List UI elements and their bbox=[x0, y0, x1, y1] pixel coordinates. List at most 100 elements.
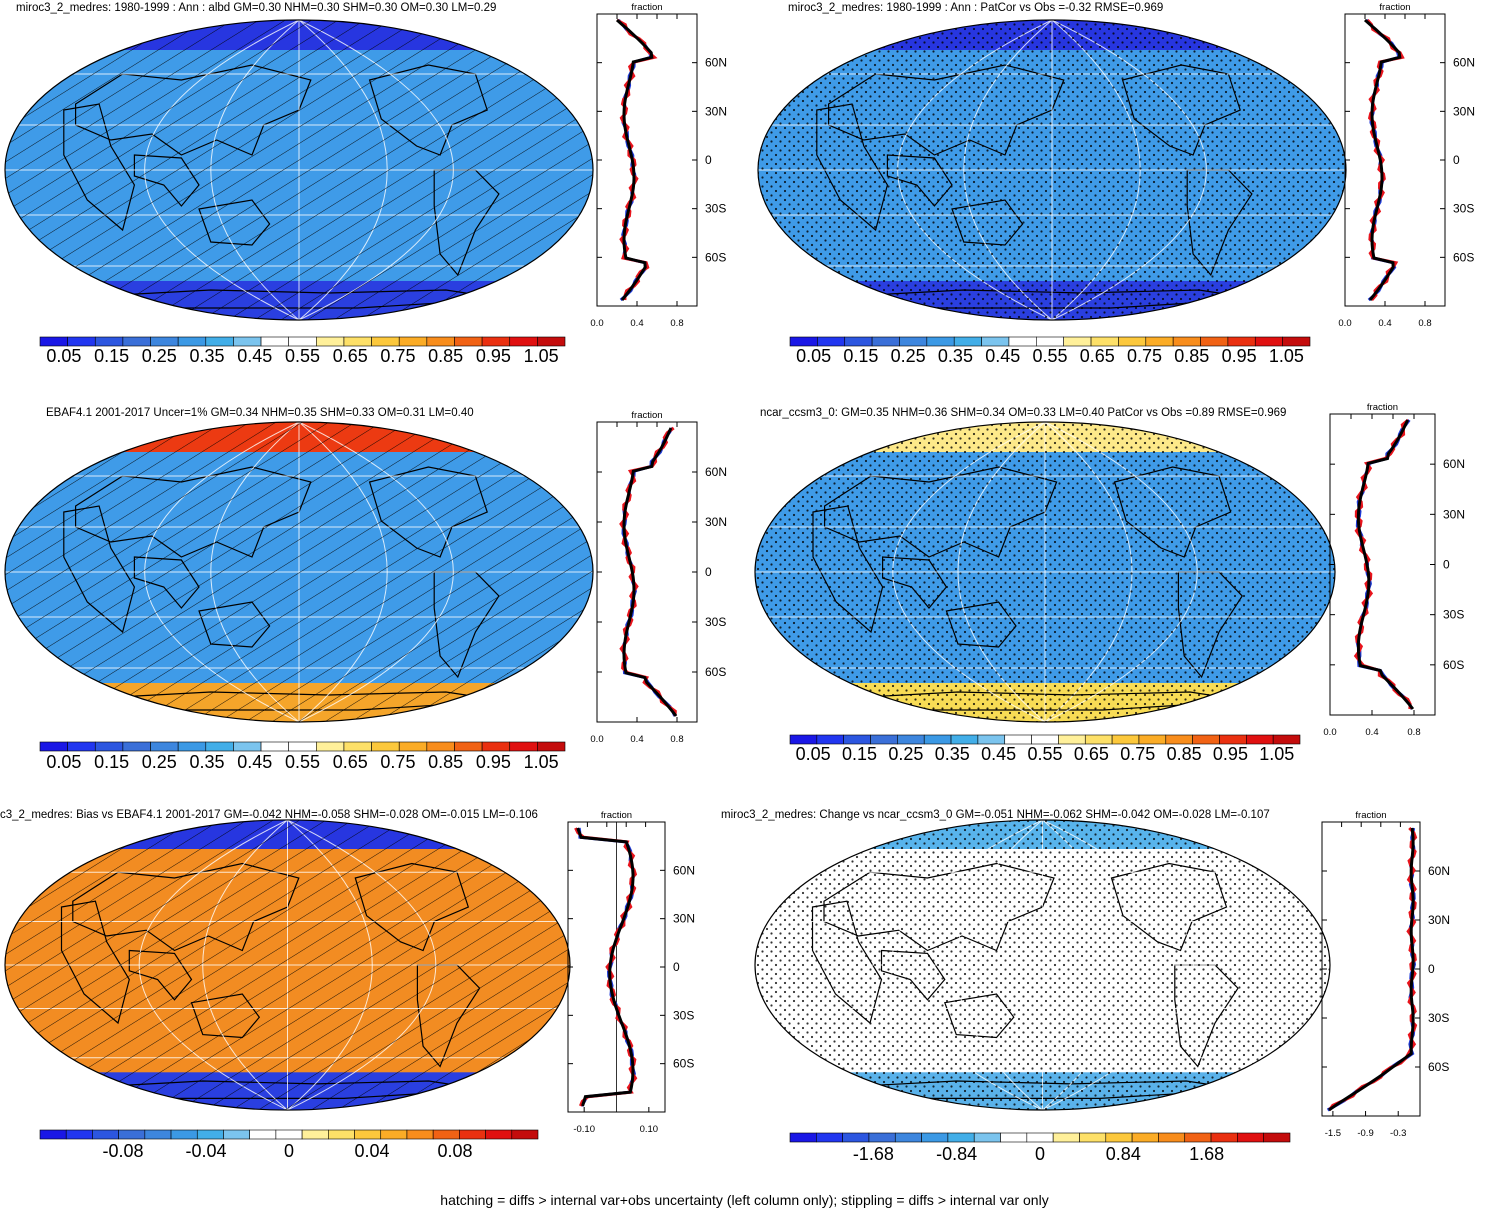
colorbar-box bbox=[118, 1129, 146, 1140]
colorbar-tick-label: 0 bbox=[1035, 1144, 1045, 1164]
colorbar-box bbox=[170, 1129, 198, 1140]
profile-x-label: 0.0 bbox=[1338, 318, 1351, 329]
colorbar-box bbox=[177, 741, 207, 752]
profile-y-label: 60N bbox=[1453, 56, 1475, 70]
profile-x-label: -1.5 bbox=[1325, 1128, 1341, 1139]
colorbar-tick-label: 1.05 bbox=[524, 346, 559, 366]
colorbar-box bbox=[426, 336, 455, 347]
colorbar-box bbox=[1079, 1132, 1107, 1143]
colorbar-box bbox=[371, 741, 400, 752]
profile-x-label: 0.8 bbox=[670, 318, 683, 329]
colorbar-box bbox=[921, 1132, 949, 1143]
colorbar-box bbox=[1131, 1132, 1159, 1143]
colorbar-tick-label: -1.68 bbox=[853, 1144, 894, 1164]
colorbar-tick-label: 0.15 bbox=[843, 346, 878, 366]
colorbar-box bbox=[899, 336, 928, 347]
colorbar-tick-label: 0.55 bbox=[285, 346, 320, 366]
colorbar-box bbox=[817, 336, 846, 347]
profile-top-label: fraction bbox=[601, 810, 632, 821]
colorbar-box bbox=[1084, 734, 1113, 745]
colorbar-box bbox=[981, 336, 1010, 347]
colorbar-box bbox=[953, 336, 982, 347]
colorbar-box bbox=[432, 1129, 460, 1140]
colorbar-tick-label: 0.55 bbox=[1032, 346, 1067, 366]
colorbar: 0.05 0.15 0.25 0.35 0.45 0.55 0.65 0.75 0.85 0.95… bbox=[789, 734, 1301, 764]
panel-title: EBAF4.1 2001-2017 Uncer=1% GM=0.34 NHM=0… bbox=[46, 407, 474, 419]
latitude-profile: fraction 60N 30N 0 30S 60S 0.0 0.4 0.8 bbox=[590, 410, 727, 745]
colorbar-tick-label: 0.35 bbox=[938, 346, 973, 366]
colorbar-box bbox=[150, 336, 179, 347]
profile-y-label: 60S bbox=[705, 665, 726, 679]
colorbar-box bbox=[1272, 734, 1301, 745]
colorbar-tick-label: 0.45 bbox=[981, 744, 1016, 764]
chart-panel-4: ncar_ccsm3_0: GM=0.35 NHM=0.36 SHM=0.34 … bbox=[754, 402, 1465, 764]
colorbar-box bbox=[426, 741, 455, 752]
colorbar-box bbox=[1118, 336, 1147, 347]
colorbar-box bbox=[1026, 1132, 1054, 1143]
profile-x-label: -0.10 bbox=[573, 1124, 595, 1135]
profile-line-3 bbox=[1328, 827, 1415, 1112]
colorbar-tick-label: 0.25 bbox=[891, 346, 926, 366]
colorbar-tick-label: 0.35 bbox=[190, 346, 225, 366]
latitude-profile: fraction 60N 30N 0 30S 60S -1.5 -0.9 -0.3 bbox=[1321, 810, 1450, 1139]
colorbar-box bbox=[205, 741, 234, 752]
map-outline bbox=[754, 819, 1331, 1111]
colorbar-box bbox=[223, 1129, 250, 1140]
profile-y-label: 60N bbox=[1443, 457, 1465, 471]
colorbar-box bbox=[260, 741, 289, 752]
colorbar-box bbox=[509, 336, 538, 347]
colorbar-box bbox=[122, 741, 151, 752]
map bbox=[5, 819, 570, 1111]
colorbar-tick-label: 0.08 bbox=[437, 1141, 472, 1161]
colorbar-box bbox=[894, 1132, 922, 1143]
profile-top-label: fraction bbox=[1379, 2, 1410, 13]
colorbar-box bbox=[343, 336, 372, 347]
profile-y-label: 30S bbox=[1443, 608, 1464, 622]
colorbar-box bbox=[233, 336, 262, 347]
profile-y-label: 30N bbox=[705, 104, 727, 118]
panel-title: miroc3_2_medres: Change vs ncar_ccsm3_0 … bbox=[721, 809, 1270, 821]
colorbar-box bbox=[923, 734, 952, 745]
colorbar-box bbox=[398, 741, 428, 752]
colorbar-box bbox=[537, 741, 566, 752]
colorbar-box bbox=[122, 336, 151, 347]
colorbar-box bbox=[511, 1129, 539, 1140]
colorbar-tick-label: -0.84 bbox=[936, 1144, 977, 1164]
profile-x-label: 0.8 bbox=[1407, 727, 1420, 738]
colorbar-box bbox=[1254, 336, 1283, 347]
colorbar-box bbox=[1008, 336, 1037, 347]
colorbar-tick-label: 0.65 bbox=[333, 346, 368, 366]
colorbar-box bbox=[1145, 336, 1174, 347]
colorbar: -0.08 -0.04 0 0.04 0.08 bbox=[39, 1129, 539, 1161]
panel-title: miroc3_2_medres: 1980-1999 : Ann : albd … bbox=[16, 2, 496, 14]
profile-line-1 bbox=[1326, 827, 1417, 1112]
profile-x-label: 0.10 bbox=[640, 1124, 659, 1135]
colorbar-box bbox=[843, 734, 871, 745]
profile-x-label: 0.0 bbox=[590, 318, 603, 329]
profile-y-label: 0 bbox=[1428, 962, 1435, 976]
hatching-overlay bbox=[5, 422, 593, 722]
colorbar-box bbox=[249, 1129, 277, 1140]
colorbar-tick-label: 0.45 bbox=[237, 752, 272, 772]
profile-line-2 bbox=[1328, 826, 1418, 1111]
profile-x-label: 0.4 bbox=[1365, 727, 1378, 738]
profile-y-label: 30N bbox=[1453, 104, 1475, 118]
footnote: hatching = diffs > internal var+obs unce… bbox=[440, 1192, 1049, 1208]
map-outline bbox=[4, 19, 594, 321]
colorbar-box bbox=[1158, 1132, 1186, 1143]
colorbar-tick-label: 0.45 bbox=[237, 346, 272, 366]
profile-x-label: 0.0 bbox=[590, 734, 603, 745]
profile-x-label: 0.4 bbox=[630, 734, 643, 745]
colorbar-box bbox=[868, 1132, 896, 1143]
colorbar-box bbox=[1210, 1132, 1238, 1143]
colorbar-box bbox=[454, 336, 483, 347]
colorbar-box bbox=[94, 741, 124, 752]
profile-y-label: 0 bbox=[705, 153, 712, 167]
profile-x-label: -0.3 bbox=[1390, 1128, 1406, 1139]
colorbar-box bbox=[1219, 734, 1247, 745]
profile-y-label: 30N bbox=[673, 912, 695, 926]
colorbar-box bbox=[39, 336, 68, 347]
profile-y-label: 0 bbox=[1453, 153, 1460, 167]
colorbar-box bbox=[144, 1129, 172, 1140]
colorbar-box bbox=[537, 336, 566, 347]
